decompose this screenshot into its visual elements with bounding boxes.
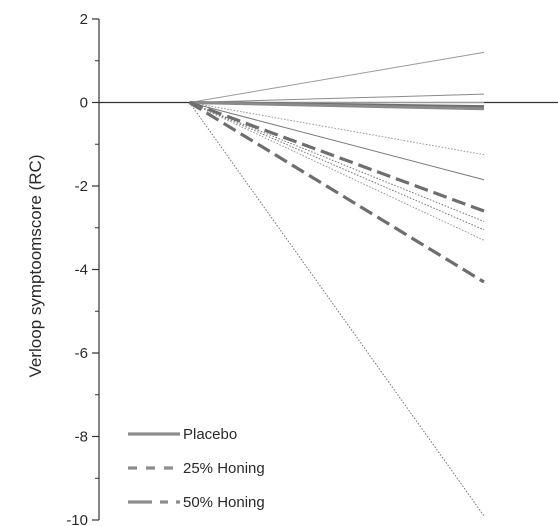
legend-label: 50% Honing [183,494,265,511]
y-tick-label: 0 [80,95,88,112]
series-line [189,102,485,517]
series-line [189,102,485,231]
y-tick-label: -10 [66,512,88,526]
y-tick-label: -4 [75,262,88,279]
y-tick-label: 2 [80,11,88,28]
legend-label: Placebo [183,426,237,443]
series-line [189,102,485,241]
series-lines [188,51,485,517]
series-line [189,102,485,181]
series-line [188,101,485,284]
series-line [189,51,485,103]
y-tick-labels: 2 0 -2 -4 -6 -8 -10 [66,11,88,526]
legend-label: 25% Honing [183,460,265,477]
legend: Placebo 25% Honing 50% Honing [128,426,265,511]
y-axis-title: Verloop symptoomscore (RC) [26,155,45,378]
y-tick-label: -2 [75,178,88,195]
series-line [189,101,485,111]
series-line [189,93,485,103]
series-line [188,100,485,213]
y-tick-label: -8 [75,429,88,446]
y-axis [92,18,558,521]
y-tick-label: -6 [75,345,88,362]
